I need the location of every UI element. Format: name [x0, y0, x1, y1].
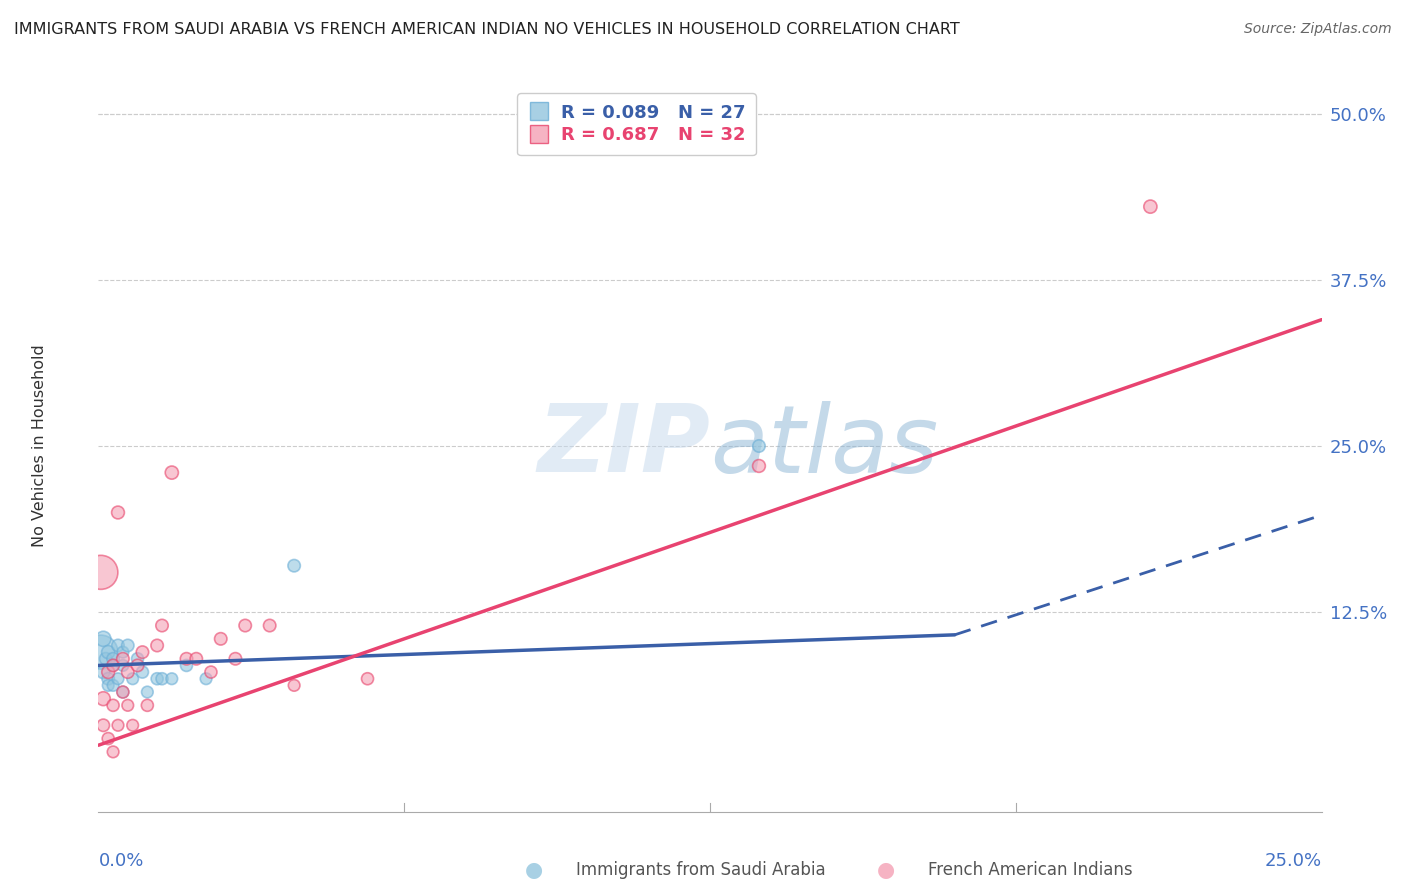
Point: [97, 665, 120, 679]
Point: [90, 645, 112, 659]
Text: IMMIGRANTS FROM SAUDI ARABIA VS FRENCH AMERICAN INDIAN NO VEHICLES IN HOUSEHOLD : IMMIGRANTS FROM SAUDI ARABIA VS FRENCH A…: [14, 22, 960, 37]
Point: [91, 691, 114, 706]
Point: [131, 645, 153, 659]
Text: ZIP: ZIP: [537, 400, 710, 492]
Point: [127, 658, 149, 673]
Point: [176, 652, 198, 666]
Text: Immigrants from Saudi Arabia: Immigrants from Saudi Arabia: [576, 861, 827, 879]
Point: [146, 672, 169, 686]
Point: [107, 506, 129, 520]
Point: [107, 718, 129, 732]
Text: Source: ZipAtlas.com: Source: ZipAtlas.com: [1244, 22, 1392, 37]
Point: [91, 632, 114, 646]
Point: [127, 652, 149, 666]
Point: [136, 698, 159, 713]
Point: [101, 652, 124, 666]
Point: [1139, 200, 1161, 214]
Legend: R = 0.089   N = 27, R = 0.687   N = 32: R = 0.089 N = 27, R = 0.687 N = 32: [517, 93, 756, 155]
Point: [101, 745, 124, 759]
Point: [94, 652, 117, 666]
Point: [97, 645, 120, 659]
Text: 25.0%: 25.0%: [1264, 852, 1322, 870]
Point: [224, 652, 246, 666]
Point: [176, 658, 198, 673]
Text: French American Indians: French American Indians: [928, 861, 1133, 879]
Point: [233, 618, 256, 632]
Point: [117, 665, 139, 679]
Point: [101, 678, 124, 692]
Point: [111, 685, 134, 699]
Point: [195, 672, 218, 686]
Point: [131, 665, 153, 679]
Point: [101, 658, 124, 673]
Point: [107, 672, 129, 686]
Point: [283, 678, 305, 692]
Text: ●: ●: [877, 860, 894, 880]
Point: [209, 632, 232, 646]
Point: [121, 672, 143, 686]
Point: [97, 731, 120, 746]
Point: [150, 672, 173, 686]
Point: [101, 698, 124, 713]
Point: [146, 639, 169, 653]
Text: No Vehicles in Household: No Vehicles in Household: [32, 344, 48, 548]
Point: [91, 718, 114, 732]
Point: [111, 685, 134, 699]
Point: [90, 566, 112, 580]
Point: [283, 558, 305, 573]
Point: [356, 672, 378, 686]
Point: [200, 665, 222, 679]
Point: [111, 652, 134, 666]
Point: [748, 458, 770, 473]
Point: [97, 678, 120, 692]
Point: [117, 698, 139, 713]
Point: [91, 665, 114, 679]
Point: [111, 645, 134, 659]
Point: [97, 672, 120, 686]
Point: [111, 658, 134, 673]
Text: 0.0%: 0.0%: [98, 852, 143, 870]
Point: [107, 639, 129, 653]
Point: [150, 618, 173, 632]
Point: [186, 652, 208, 666]
Point: [101, 658, 124, 673]
Point: [121, 718, 143, 732]
Text: atlas: atlas: [710, 401, 938, 491]
Point: [160, 466, 183, 480]
Point: [136, 685, 159, 699]
Point: [160, 672, 183, 686]
Text: ●: ●: [526, 860, 543, 880]
Point: [117, 639, 139, 653]
Point: [259, 618, 281, 632]
Point: [748, 439, 770, 453]
